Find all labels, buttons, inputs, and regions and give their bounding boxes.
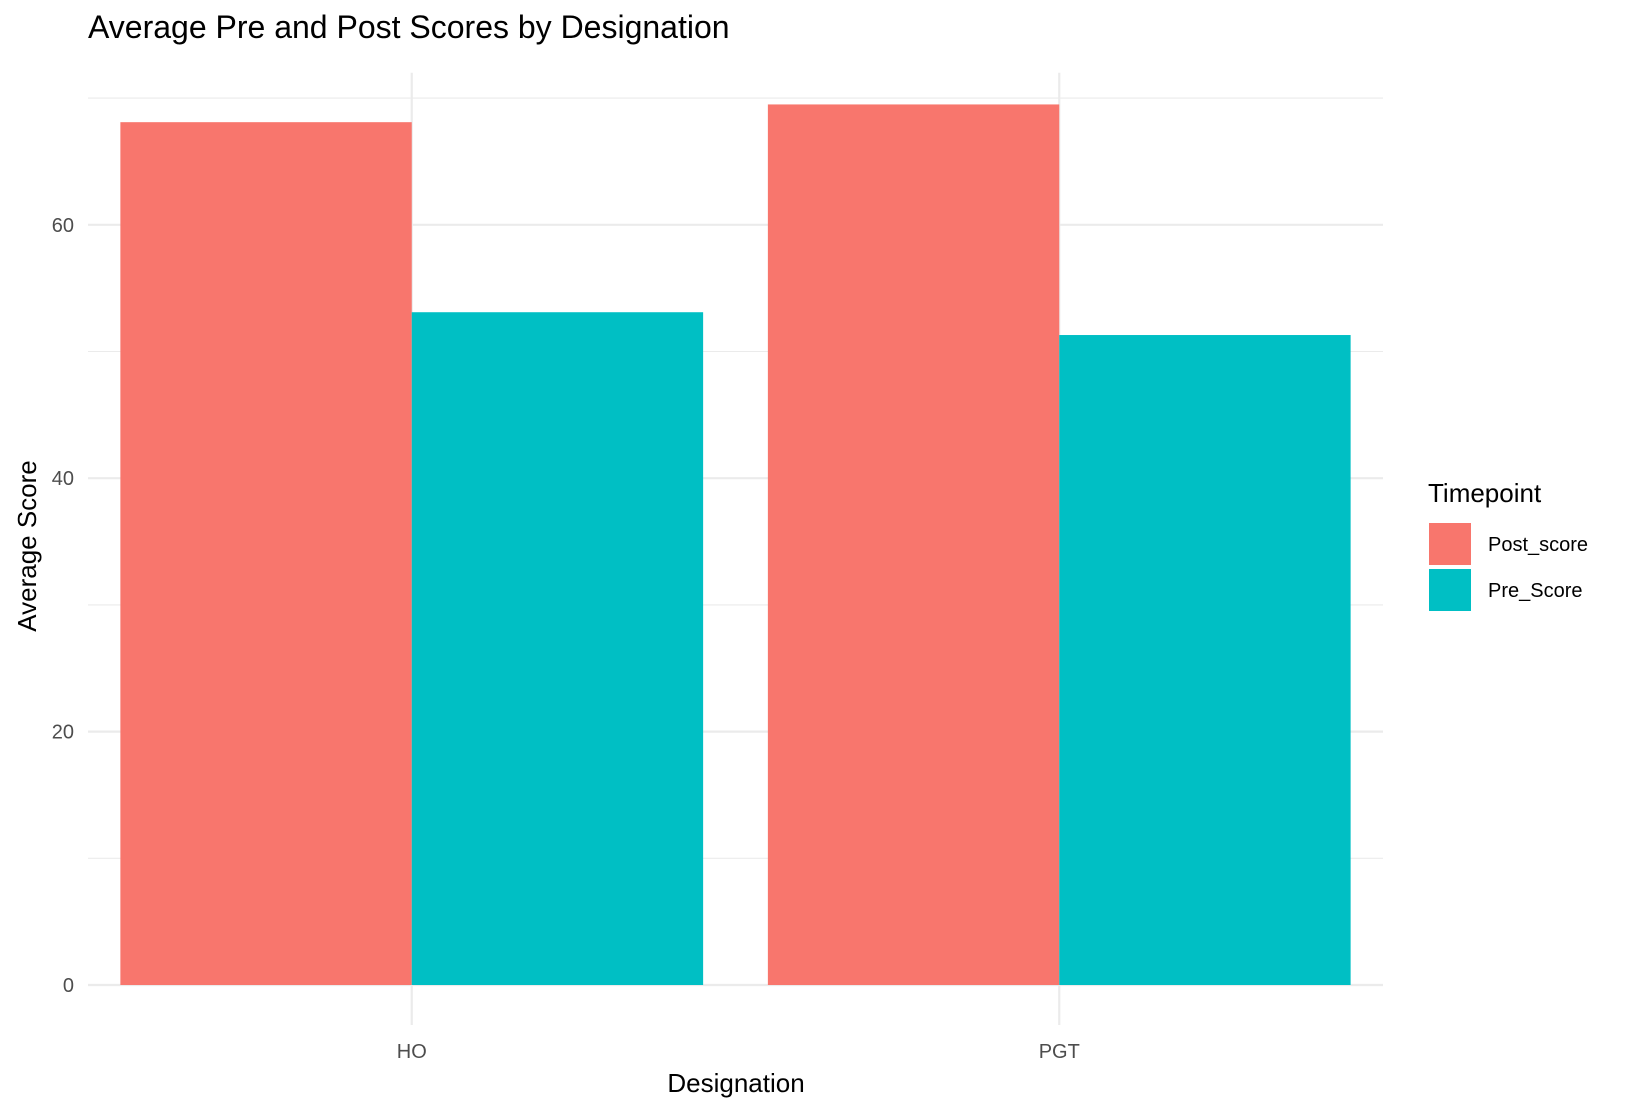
bar-ho-post-score [120,122,412,986]
y-tick-label: 0 [63,975,74,997]
legend-label-post-score: Post_score [1488,534,1588,556]
bar-ho-pre-score [411,312,704,985]
y-tick-label: 40 [52,468,74,490]
legend-swatch-post-score [1429,523,1471,565]
bar-pgt-pre-score [1059,335,1351,985]
bars [120,104,1351,986]
legend-swatch-pre-score [1429,569,1471,611]
y-axis-title: Average Score [12,460,42,632]
y-tick-label: 60 [52,215,74,237]
bar-pgt-post-score [767,104,1060,985]
y-axis-ticks: 0 20 40 60 [52,215,74,997]
x-tick-label: HO [397,1041,427,1063]
x-tick-label: PGT [1039,1041,1080,1063]
x-axis-ticks: HO PGT [397,1041,1080,1063]
chart-title: Average Pre and Post Scores by Designati… [88,9,730,45]
legend-title: Timepoint [1428,478,1542,508]
legend: Timepoint Post_score Pre_Score [1428,478,1588,611]
legend-label-pre-score: Pre_Score [1488,580,1583,602]
y-tick-label: 20 [52,722,74,744]
x-axis-title: Designation [667,1068,804,1098]
